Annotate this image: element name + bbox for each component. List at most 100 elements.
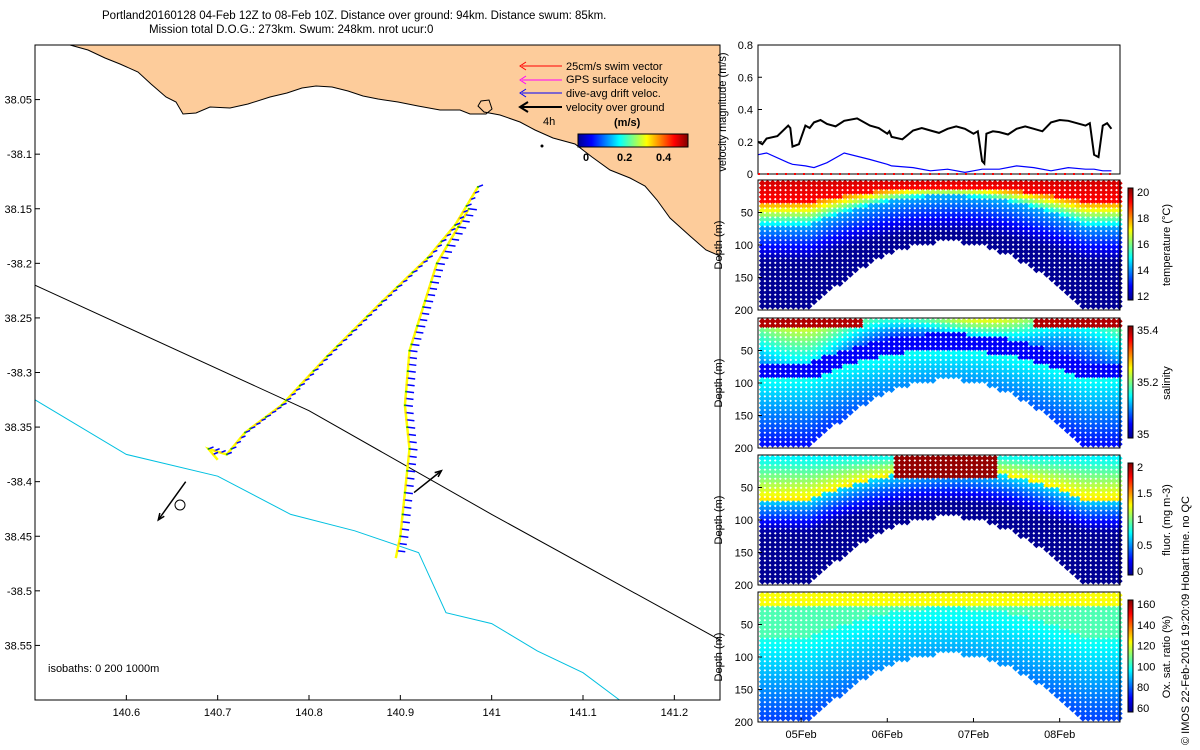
- section-cell: [981, 184, 989, 192]
- section-cell: [888, 184, 896, 192]
- track-point: [467, 207, 470, 210]
- section-cell: [805, 234, 813, 242]
- section-cell: [857, 243, 865, 251]
- section-cell: [898, 184, 906, 192]
- section-cell: [872, 243, 880, 251]
- section-cell: [903, 193, 911, 201]
- section-cell: [800, 225, 808, 233]
- section-cell: [991, 243, 999, 251]
- section-cell: [774, 257, 782, 265]
- section-cell: [836, 238, 844, 246]
- section-cell: [1007, 193, 1015, 201]
- section-cell: [975, 229, 984, 237]
- section-cell: [779, 193, 787, 201]
- section-cell: [1017, 247, 1025, 256]
- section-cell: [1012, 234, 1020, 242]
- section-cell: [898, 229, 906, 237]
- section-cell: [805, 211, 813, 219]
- section-cell: [986, 202, 994, 210]
- section-cell: [789, 243, 797, 251]
- section-cell: [893, 211, 901, 219]
- section-cell: [981, 193, 989, 201]
- section-cell: [831, 202, 839, 210]
- section-cell: [800, 220, 808, 228]
- section-cell: [810, 266, 818, 274]
- section-cell: [1012, 184, 1020, 192]
- section-cell: [774, 216, 782, 224]
- section-cell: [903, 381, 911, 389]
- section-cell: [1017, 179, 1025, 187]
- track-point: [391, 290, 394, 293]
- section-cell: [950, 207, 958, 215]
- section-cell: [763, 275, 772, 283]
- section-cell: [826, 202, 834, 210]
- section-cell: [1001, 188, 1009, 196]
- section-cell: [779, 288, 787, 296]
- section-cell: [996, 193, 1004, 201]
- section-clabel: temperature (°C): [1161, 204, 1173, 286]
- section-cell: [779, 279, 787, 287]
- section-ctick-label: 12: [1137, 291, 1149, 303]
- section-cell: [831, 216, 839, 224]
- section-cell: [950, 225, 958, 233]
- section-cell: [975, 179, 984, 187]
- section-cell: [758, 284, 766, 292]
- section-cell: [1012, 252, 1020, 260]
- drift-vector: [408, 455, 417, 458]
- section-cell: [991, 234, 999, 242]
- section-cell: [779, 261, 787, 269]
- section-cell: [831, 238, 839, 246]
- map-legend: 25cm/s swim vector GPS surface velocity …: [518, 61, 689, 164]
- section-cell: [1017, 202, 1025, 210]
- section-cell: [898, 207, 906, 215]
- section-cell: [841, 243, 849, 251]
- section-cell: [800, 266, 808, 274]
- section-cell: [805, 179, 813, 187]
- section-cell: [939, 202, 947, 210]
- track-point: [412, 337, 415, 340]
- section-cell: [836, 266, 844, 274]
- section-cell: [862, 229, 870, 237]
- section-cell: [934, 207, 942, 215]
- section-cell: [815, 207, 823, 215]
- section-cell: [898, 197, 906, 205]
- section-cell: [836, 234, 844, 242]
- section-cell: [888, 234, 896, 242]
- section-cell: [965, 202, 973, 210]
- track-point: [366, 315, 369, 318]
- section-cell: [810, 234, 818, 242]
- section-cell: [836, 257, 844, 265]
- section-cell: [955, 197, 963, 205]
- section-cell: [975, 193, 984, 201]
- section-cell: [789, 238, 797, 246]
- map-xtick-label: 140.8: [295, 707, 323, 719]
- section-cell: [810, 261, 818, 269]
- section-cell: [1012, 216, 1020, 224]
- map-ytick-label: -38.1: [7, 149, 32, 161]
- section-cell: [893, 243, 901, 251]
- drift-vector: [409, 349, 418, 353]
- section-cell: [794, 261, 803, 269]
- drift-vector: [434, 268, 444, 272]
- section-cell: [867, 395, 875, 403]
- section-cell: [851, 261, 859, 269]
- section-cell: [820, 284, 828, 292]
- track-point: [225, 453, 228, 456]
- section-cell: [831, 252, 839, 260]
- section-cell: [769, 252, 777, 260]
- colorbar-tick-0: 0: [583, 152, 589, 164]
- section-cell: [888, 247, 896, 256]
- section-cell: [831, 179, 839, 187]
- section-cell: [924, 188, 932, 196]
- drift-vector: [406, 419, 415, 422]
- section-cell: [805, 229, 813, 237]
- section-cell: [867, 184, 875, 192]
- section-cell: [784, 211, 792, 219]
- section-cell: [815, 234, 823, 242]
- drift-vector: [426, 293, 436, 297]
- velocity-ylabel: velocity magnitude (m/s): [717, 52, 729, 171]
- section-cell: [815, 197, 823, 205]
- section-cell: [975, 234, 984, 242]
- section-cell: [836, 220, 844, 228]
